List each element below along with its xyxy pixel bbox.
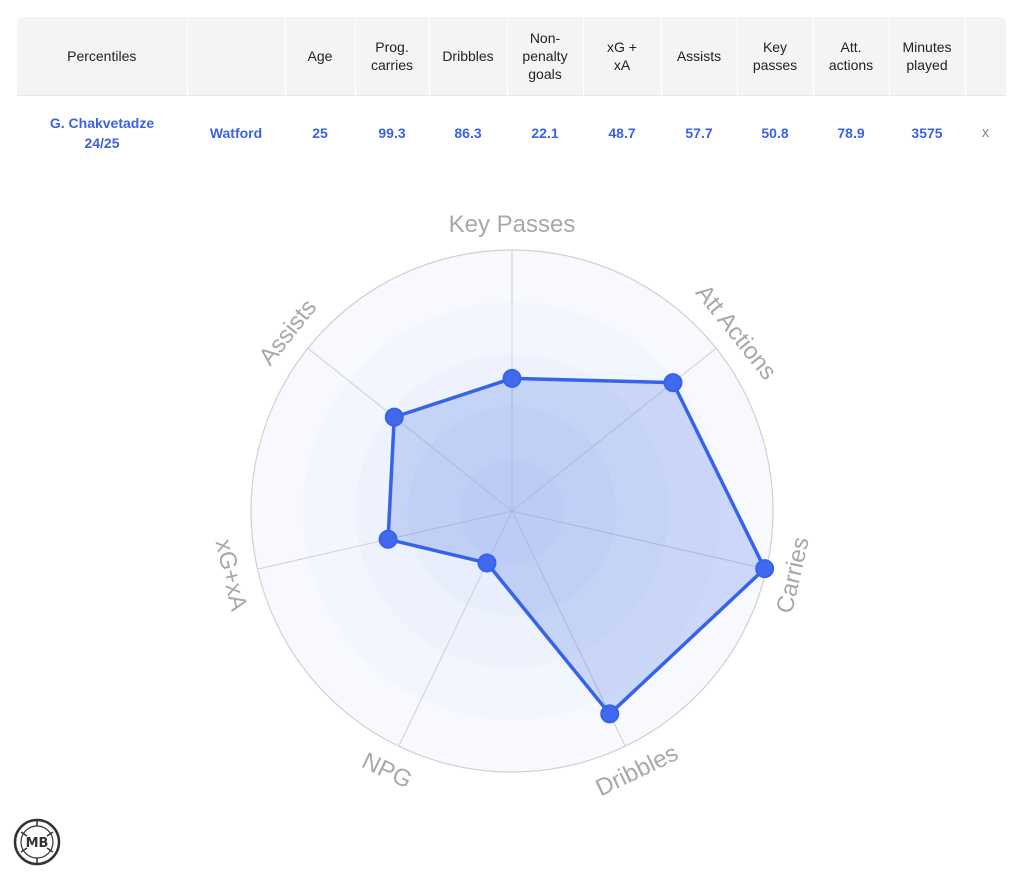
cell-minutes: 3575 — [889, 95, 965, 170]
cell-age: 25 — [285, 95, 355, 170]
cell-npg: 22.1 — [507, 95, 583, 170]
radar-point[interactable] — [600, 704, 620, 724]
header-assists: Assists — [661, 17, 738, 96]
radar-spoke — [398, 510, 513, 747]
cell-key-passes: 50.8 — [737, 95, 813, 170]
logo-text: MB — [26, 836, 49, 851]
percentiles-table-container: Percentiles Age Prog. carries Dribbles No… — [17, 17, 1006, 170]
header-xgxa: xG + xA — [583, 17, 662, 96]
header-key-passes: Key passes — [737, 17, 814, 96]
header-dribbles: Dribbles — [429, 17, 508, 96]
remove-row-button[interactable]: x — [965, 95, 1006, 170]
header-prog-carries: Prog. carries — [355, 17, 430, 96]
header-att-actions: Att. actions — [813, 17, 890, 96]
radar-spoke — [511, 347, 717, 512]
header-row: Percentiles Age Prog. carries Dribbles No… — [17, 17, 1006, 96]
radar-axis-label: xG+xA — [210, 537, 253, 614]
mb-logo: MB — [13, 818, 61, 866]
header-minutes: Minutes played — [889, 17, 966, 96]
cell-team[interactable]: Watford — [187, 95, 285, 170]
table-row: G. Chakvetadze 24/25 Watford 25 99.3 86.3… — [17, 95, 1006, 170]
cell-att-actions: 78.9 — [813, 95, 889, 170]
radar-point[interactable] — [502, 368, 522, 388]
radar-point[interactable] — [378, 529, 398, 549]
cell-player[interactable]: G. Chakvetadze 24/25 — [17, 95, 187, 170]
header-percentiles: Percentiles — [17, 17, 188, 96]
cell-prog-carries: 99.3 — [355, 95, 429, 170]
cell-dribbles: 86.3 — [429, 95, 507, 170]
radar-point[interactable] — [477, 553, 497, 573]
header-remove — [965, 17, 1006, 96]
radar-axis-label: Carries — [771, 534, 815, 615]
radar-spoke — [511, 510, 767, 570]
radar-points — [378, 368, 775, 724]
header-npg: Non-penalty goals — [507, 17, 584, 96]
table-header: Percentiles Age Prog. carries Dribbles No… — [17, 17, 1006, 96]
radar-series-area — [386, 376, 767, 716]
header-age: Age — [285, 17, 356, 96]
radar-series — [386, 376, 767, 716]
percentiles-table: Percentiles Age Prog. carries Dribbles No… — [17, 17, 1006, 170]
radar-point[interactable] — [663, 373, 683, 393]
radar-point[interactable] — [755, 559, 775, 579]
radar-spoke — [307, 347, 513, 512]
header-team — [187, 17, 286, 96]
cell-xgxa: 48.7 — [583, 95, 661, 170]
radar-axis-label: NPG — [358, 747, 417, 794]
cell-assists: 57.7 — [661, 95, 737, 170]
radar-axis-label: Key Passes — [449, 211, 576, 238]
radar-point[interactable] — [384, 407, 404, 427]
